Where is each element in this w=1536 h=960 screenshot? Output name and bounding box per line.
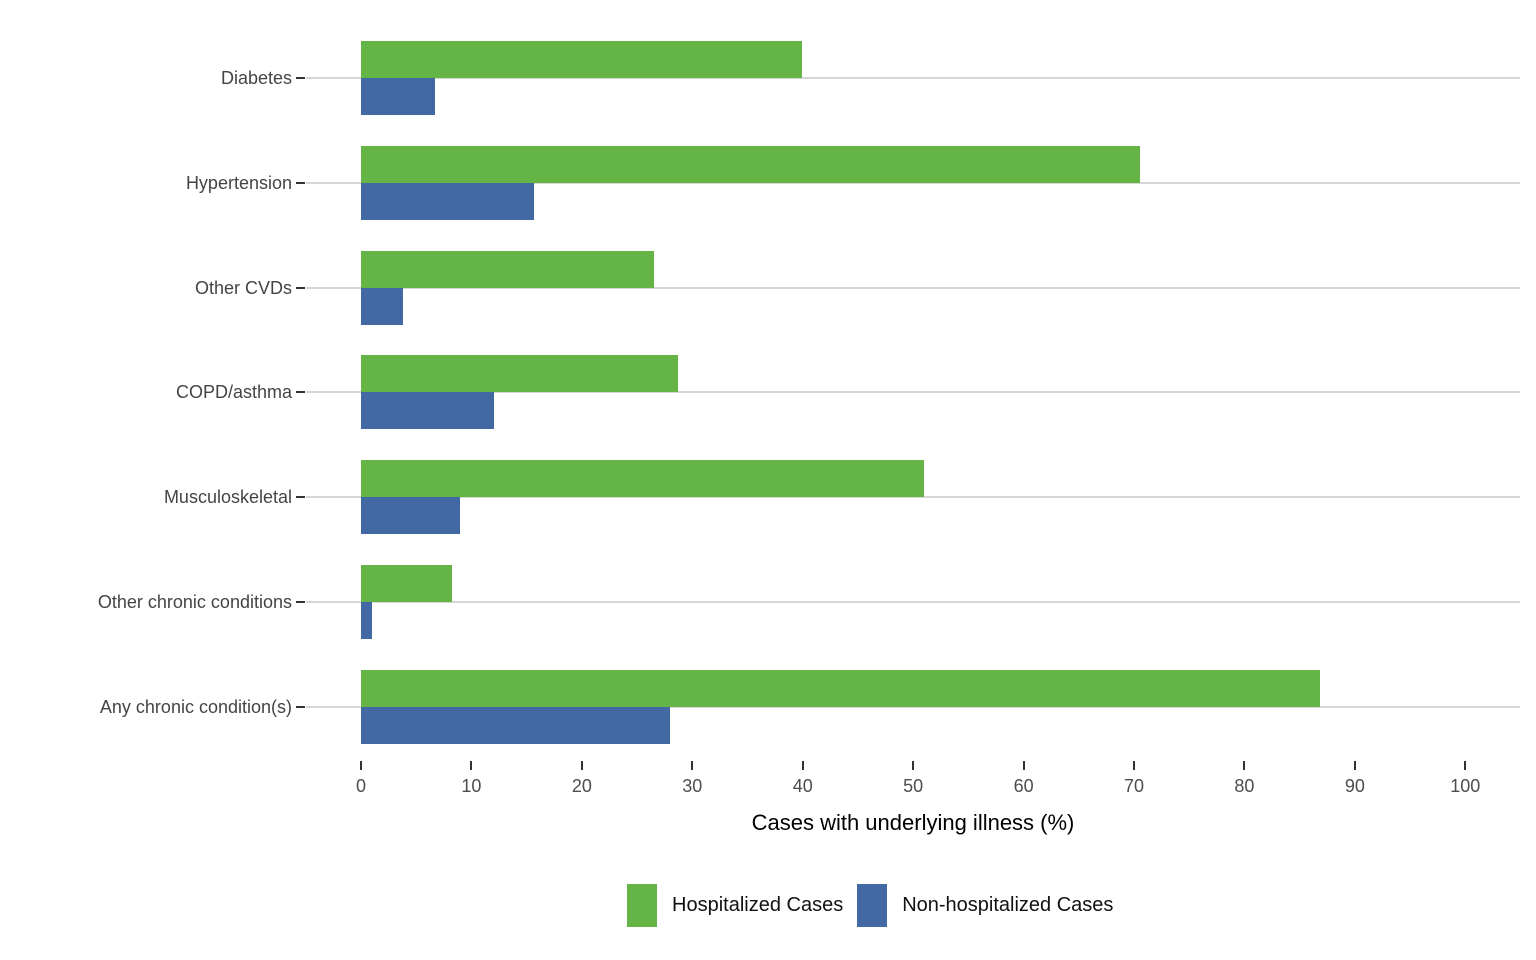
x-axis-tick xyxy=(1022,761,1025,770)
x-axis-tick xyxy=(470,761,473,770)
x-axis-title: Cases with underlying illness (%) xyxy=(751,810,1075,835)
bar-non-hospitalized xyxy=(361,182,535,220)
category-label: COPD/asthma xyxy=(175,382,292,403)
category-label: Other CVDs xyxy=(194,277,292,298)
category-label: Hypertension xyxy=(185,172,292,193)
bar-non-hospitalized xyxy=(361,392,494,430)
category-gridline xyxy=(306,286,1520,289)
x-axis-tick-label: 100 xyxy=(1450,776,1481,796)
y-axis-tick xyxy=(296,77,305,79)
x-axis-tick xyxy=(360,761,362,770)
x-axis-tick-label: 90 xyxy=(1344,776,1365,796)
category-gridline xyxy=(306,496,1520,499)
legend: Hospitalized Cases Non-hospitalized Case… xyxy=(627,884,1113,927)
x-axis-tick xyxy=(1353,761,1356,770)
bar-hospitalized xyxy=(361,355,678,393)
category-gridline xyxy=(306,181,1520,184)
x-axis-tick-label: 10 xyxy=(461,776,482,796)
y-axis-tick xyxy=(296,601,305,604)
bar-non-hospitalized xyxy=(361,706,671,744)
category-label: Other chronic conditions xyxy=(97,592,292,613)
x-axis-tick-label: 70 xyxy=(1123,776,1145,796)
x-axis-tick-label: 30 xyxy=(682,776,703,796)
category-label: Diabetes xyxy=(220,68,292,88)
x-axis-tick xyxy=(1243,761,1246,770)
category-gridline xyxy=(306,705,1520,708)
bar-non-hospitalized xyxy=(361,287,403,325)
legend-swatch-non-hospitalized-icon xyxy=(857,884,888,927)
category-gridline xyxy=(306,77,1520,79)
x-axis-tick xyxy=(691,761,694,770)
category-gridline xyxy=(306,391,1520,394)
y-axis-tick xyxy=(296,181,305,184)
bar-non-hospitalized xyxy=(361,497,461,535)
x-axis-tick-label: 50 xyxy=(903,776,924,796)
x-axis-tick-label: 0 xyxy=(355,776,367,796)
x-axis-tick xyxy=(1464,761,1467,770)
category-label: Musculoskeletal xyxy=(163,487,292,508)
y-axis-tick xyxy=(296,496,305,499)
x-axis-tick-label: 60 xyxy=(1013,776,1034,796)
category-label: Any chronic condition(s) xyxy=(99,696,292,717)
bar-hospitalized xyxy=(361,565,452,603)
y-axis-tick xyxy=(296,705,305,708)
bar-hospitalized xyxy=(361,460,925,498)
y-axis-tick xyxy=(296,391,305,394)
y-axis-tick xyxy=(296,286,305,289)
x-axis-tick-label: 40 xyxy=(792,776,813,796)
bar-hospitalized xyxy=(361,669,1320,707)
x-axis-tick xyxy=(580,761,583,770)
x-axis-tick-label: 80 xyxy=(1234,776,1255,796)
x-axis-tick xyxy=(1133,761,1135,770)
category-gridline xyxy=(306,601,1520,604)
legend-item-hospitalized: Hospitalized Cases xyxy=(627,884,843,927)
legend-item-non-hospitalized: Non-hospitalized Cases xyxy=(857,884,1113,927)
bar-non-hospitalized xyxy=(361,78,435,115)
bar-non-hospitalized xyxy=(361,602,373,640)
legend-label-non-hospitalized: Non-hospitalized Cases xyxy=(902,894,1114,916)
bar-hospitalized xyxy=(361,41,802,78)
bar-hospitalized xyxy=(361,145,1140,183)
x-axis-tick xyxy=(912,761,915,770)
legend-label-hospitalized: Hospitalized Cases xyxy=(672,894,844,916)
x-axis-tick xyxy=(801,761,804,770)
bar-hospitalized xyxy=(361,250,654,288)
legend-swatch-hospitalized-icon xyxy=(627,884,657,927)
x-axis-tick-label: 20 xyxy=(571,776,592,796)
